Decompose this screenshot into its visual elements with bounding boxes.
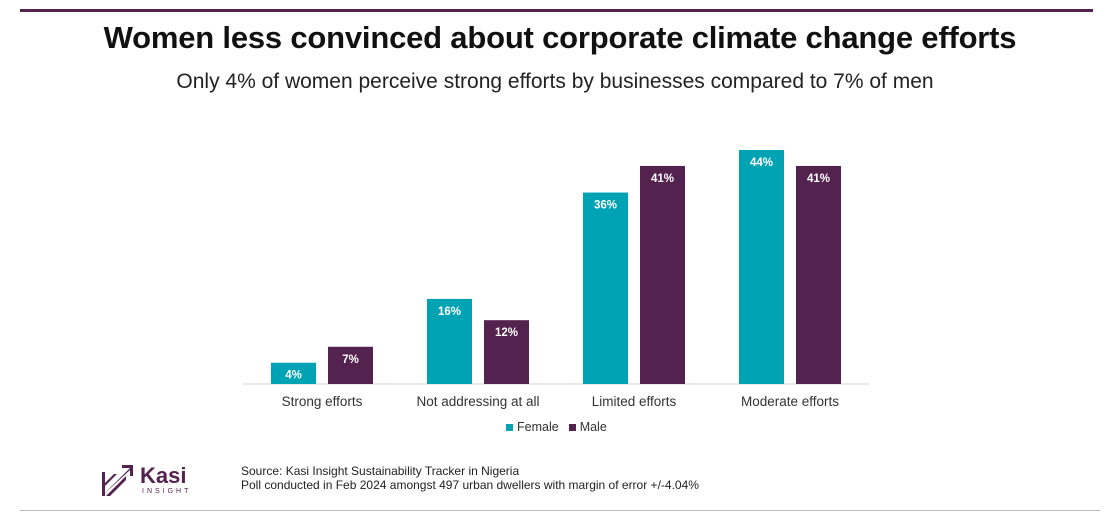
bar-female-0: [271, 362, 316, 384]
bar-male-2: [640, 165, 685, 384]
chart-title: Women less convinced about corporate cli…: [103, 20, 1017, 55]
legend-swatch-male: [568, 423, 576, 431]
bar-label-female-3: 44%: [750, 157, 773, 169]
bar-female-1: [427, 298, 472, 384]
category-label-1: Not addressing at all: [416, 394, 539, 409]
bar-male-3: [796, 165, 841, 384]
legend-swatch-female: [506, 423, 513, 431]
bar-label-male-3: 41%: [807, 173, 830, 185]
chart-legend: Female Male: [506, 420, 607, 434]
legend-label-female: Female: [517, 420, 559, 434]
category-label-3: Moderate efforts: [741, 394, 839, 409]
bar-label-male-0: 7%: [342, 354, 359, 366]
source-line-1: Source: Kasi Insight Sustainability Trac…: [241, 464, 520, 478]
legend-item-male: Male: [568, 420, 607, 434]
top-rule: [20, 9, 1093, 12]
kasi-logo-mark-icon: [102, 465, 133, 496]
bar-male-1: [484, 320, 529, 384]
bar-male-0: [328, 346, 373, 384]
legend-label-male: Male: [579, 420, 607, 434]
bar-female-2: [583, 192, 628, 384]
bar-label-male-2: 41%: [651, 173, 674, 185]
logo-wordmark: Kasi: [140, 463, 187, 488]
category-label-0: Strong efforts: [282, 394, 363, 409]
logo-subtext: INSIGHT: [142, 488, 192, 495]
legend-item-female: Female: [506, 420, 559, 434]
bar-label-female-2: 36%: [594, 200, 617, 212]
source-note: Source: Kasi Insight Sustainability Trac…: [241, 464, 699, 492]
kasi-insight-logo: Kasi INSIGHT: [100, 463, 200, 500]
chart-subtitle: Only 4% of women perceive strong efforts…: [176, 70, 934, 93]
category-label-2: Limited efforts: [592, 394, 677, 409]
bar-female-3: [739, 150, 784, 384]
bar-label-female-0: 4%: [285, 370, 302, 382]
bottom-rule: [20, 510, 1100, 511]
bar-label-female-1: 16%: [438, 306, 461, 318]
bar-label-male-1: 12%: [495, 327, 518, 339]
source-line-2: Poll conducted in Feb 2024 amongst 497 u…: [241, 478, 699, 492]
